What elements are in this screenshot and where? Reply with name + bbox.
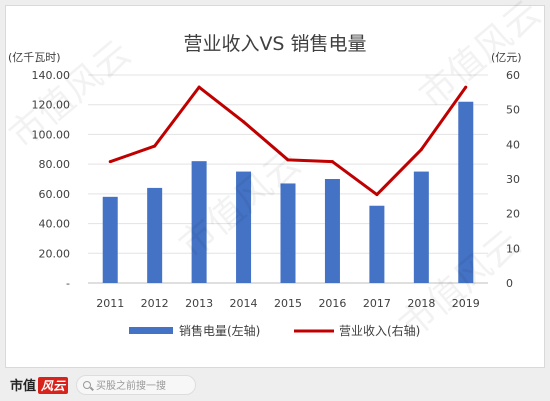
left-tick-label: 40.00 (39, 218, 71, 231)
line-point (153, 144, 157, 148)
line-point (197, 85, 201, 89)
footer: 市值 风云 买股之前搜一搜 (0, 368, 550, 401)
bar (324, 179, 340, 283)
line-point (419, 148, 423, 152)
bar (236, 171, 252, 283)
right-axis-ticks: 0 10 20 30 40 50 60 (506, 69, 520, 290)
x-tick-label: 2015 (274, 297, 302, 310)
brand-logo: 市值 风云 (10, 375, 69, 394)
line-point (242, 120, 246, 124)
x-tick-label: 2019 (452, 297, 480, 310)
bar (280, 183, 296, 283)
left-tick-label: 80.00 (39, 158, 71, 171)
right-tick-label: 20 (506, 208, 520, 221)
right-tick-label: 0 (506, 277, 513, 290)
left-tick-label: 20.00 (39, 247, 71, 260)
line-point (286, 158, 290, 162)
legend-label-bar: 销售电量(左轴) (179, 323, 260, 338)
bar (413, 171, 429, 283)
bar (102, 196, 118, 283)
bar (191, 161, 207, 283)
line-point (108, 160, 112, 164)
bar (147, 187, 163, 283)
left-tick-label: 60.00 (39, 188, 71, 201)
right-tick-label: 60 (506, 69, 520, 82)
revenue-line (109, 85, 467, 197)
legend-label-line: 营业收入(右轴) (339, 323, 420, 338)
line-point (330, 160, 334, 164)
legend-swatch-bar (129, 327, 173, 334)
combo-chart: 营业收入VS 销售电量 (亿千瓦时) (亿元) - 20.00 40.00 60.00… (8, 33, 522, 338)
left-tick-label: - (66, 277, 70, 290)
right-axis-label: (亿元) (491, 51, 522, 64)
legend: 销售电量(左轴) 营业收入(右轴) (129, 323, 420, 338)
right-tick-label: 30 (506, 173, 520, 186)
bar-series (102, 101, 474, 283)
x-tick-label: 2018 (407, 297, 435, 310)
right-tick-label: 50 (506, 104, 520, 117)
left-tick-label: 120.00 (32, 99, 71, 112)
search-icon (83, 380, 92, 389)
x-tick-label: 2012 (141, 297, 169, 310)
left-tick-label: 140.00 (32, 69, 71, 82)
left-tick-label: 100.00 (32, 128, 71, 141)
right-tick-label: 40 (506, 138, 520, 151)
search-box[interactable]: 买股之前搜一搜 (76, 374, 197, 395)
search-placeholder: 买股之前搜一搜 (96, 381, 167, 392)
x-axis-ticks: 2011 2012 2013 2014 2015 2016 2017 2018 2019 (96, 297, 480, 310)
line-point (464, 85, 468, 89)
x-tick-label: 2016 (318, 297, 346, 310)
line-point (375, 193, 379, 197)
chart-card: 市值风云 市值风云 市值风云 市值风云 营业收入VS 销售电量 (亿千瓦时) (… (2, 0, 549, 368)
left-axis-label: (亿千瓦时) (8, 51, 61, 64)
bar (458, 101, 474, 283)
x-tick-label: 2017 (363, 297, 391, 310)
line-series (108, 85, 468, 197)
x-tick-label: 2011 (96, 297, 124, 310)
x-tick-label: 2014 (230, 297, 258, 310)
x-tick-label: 2013 (185, 297, 213, 310)
left-axis-ticks: - 20.00 40.00 60.00 80.00 100.00 120.00 140.00 (32, 69, 71, 290)
bar (369, 205, 385, 283)
right-tick-label: 10 (506, 242, 520, 255)
chart-title: 营业收入VS 销售电量 (183, 33, 366, 55)
